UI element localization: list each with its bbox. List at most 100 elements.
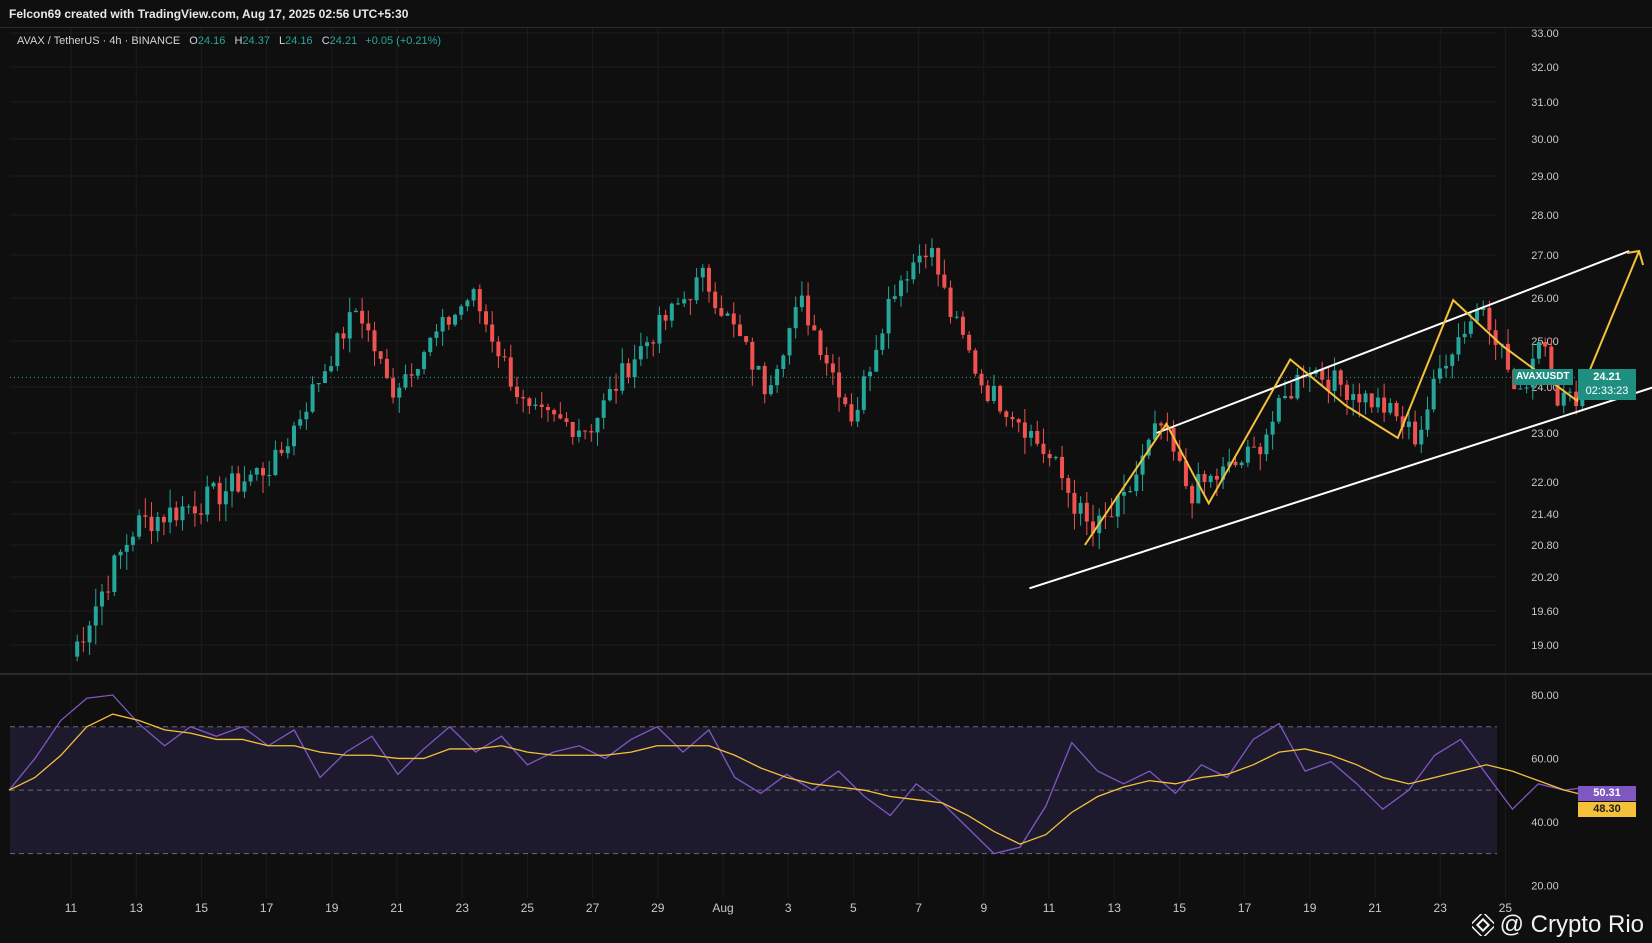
candle bbox=[1289, 382, 1294, 400]
candle bbox=[1245, 439, 1250, 468]
candle bbox=[1450, 352, 1455, 379]
candle-body bbox=[391, 378, 396, 398]
candle bbox=[923, 243, 928, 269]
candle bbox=[1128, 486, 1133, 494]
time-tick-label: Aug bbox=[712, 901, 733, 915]
candle bbox=[806, 282, 811, 336]
candle-body bbox=[911, 262, 916, 280]
rsi-pane: 80.00 60.00 40.00 20.00 bbox=[8, 690, 1591, 892]
candle-body bbox=[713, 291, 718, 309]
time-tick-label: 17 bbox=[1238, 901, 1252, 915]
candle-body bbox=[1363, 393, 1368, 403]
candle bbox=[583, 430, 588, 440]
candle bbox=[787, 327, 792, 365]
open-label: O bbox=[189, 35, 198, 47]
candle bbox=[397, 382, 402, 413]
candle-body bbox=[186, 506, 191, 508]
channel-upper-line bbox=[1156, 250, 1630, 434]
candle-body bbox=[217, 482, 222, 505]
candle-body bbox=[143, 515, 148, 517]
time-tick-label: 7 bbox=[915, 901, 922, 915]
candle bbox=[1344, 380, 1349, 415]
time-tick-label: 23 bbox=[456, 901, 470, 915]
candle bbox=[285, 438, 290, 459]
candle bbox=[998, 384, 1003, 414]
candle bbox=[199, 503, 204, 525]
candle-body bbox=[737, 324, 742, 337]
candle-body bbox=[601, 400, 606, 418]
candle bbox=[973, 347, 978, 377]
candle-body bbox=[409, 374, 414, 376]
candle bbox=[558, 402, 563, 420]
candle bbox=[874, 334, 879, 372]
time-axis: 11 13 15 17 19 21 23 25 27 29 Aug 3 5 7 9 11 13 15 17 19 21 2… bbox=[65, 901, 1513, 915]
candle-body bbox=[1555, 381, 1560, 406]
candle-body bbox=[564, 418, 569, 422]
candle bbox=[744, 335, 749, 345]
candle bbox=[824, 346, 829, 376]
candle bbox=[496, 336, 501, 369]
candle bbox=[428, 337, 433, 357]
candle bbox=[248, 470, 253, 486]
candle-body bbox=[991, 385, 996, 402]
candle bbox=[570, 421, 575, 445]
candle-body bbox=[1406, 421, 1411, 428]
candle-body bbox=[1431, 378, 1436, 410]
candle bbox=[261, 462, 266, 493]
candle-body bbox=[261, 468, 266, 476]
candle bbox=[725, 311, 730, 316]
watermark-text: @ Crypto Rio bbox=[1499, 911, 1644, 938]
candle bbox=[279, 441, 284, 456]
candle-body bbox=[403, 374, 408, 388]
candle bbox=[483, 304, 488, 333]
candle-body bbox=[533, 404, 538, 406]
candle-body bbox=[1351, 394, 1356, 400]
candle bbox=[1022, 408, 1027, 455]
candle-body bbox=[657, 315, 662, 344]
candle bbox=[378, 350, 383, 364]
candle-body bbox=[793, 307, 798, 329]
candle bbox=[347, 297, 352, 353]
candle-body bbox=[137, 515, 142, 537]
candle bbox=[948, 280, 953, 324]
candle-body bbox=[985, 385, 990, 402]
candle bbox=[149, 502, 154, 544]
candle-body bbox=[521, 397, 526, 399]
candle bbox=[892, 284, 897, 303]
candle bbox=[731, 302, 736, 338]
candle-body bbox=[1177, 451, 1182, 461]
candle bbox=[719, 295, 724, 318]
candle bbox=[1041, 428, 1046, 464]
candle-body bbox=[304, 411, 309, 420]
candle-body bbox=[874, 349, 879, 372]
symbol-label[interactable]: AVAX / TetherUS · 4h · BINANCE bbox=[17, 35, 181, 47]
candle-body bbox=[669, 303, 674, 321]
candle-body bbox=[905, 279, 910, 281]
candle-body bbox=[1004, 411, 1009, 417]
candle-body bbox=[1270, 421, 1275, 435]
candle-body bbox=[1010, 416, 1015, 420]
candle bbox=[868, 366, 873, 392]
candle-body bbox=[205, 486, 210, 515]
price-tick-label: 33.00 bbox=[1531, 28, 1559, 40]
candle bbox=[223, 477, 228, 522]
candle-body bbox=[199, 513, 204, 515]
candles bbox=[75, 238, 1591, 662]
candle-body bbox=[898, 280, 903, 297]
candle bbox=[161, 514, 166, 536]
close-value: 24.21 bbox=[329, 35, 358, 47]
candle-body bbox=[762, 365, 767, 395]
candle-body bbox=[1264, 434, 1269, 455]
candle bbox=[137, 509, 142, 540]
candle bbox=[434, 323, 439, 347]
candle-body bbox=[428, 337, 433, 353]
candle-body bbox=[1536, 342, 1541, 359]
candle bbox=[929, 238, 934, 267]
candle-body bbox=[490, 324, 495, 342]
candle-body bbox=[1506, 343, 1511, 370]
rsi-ma-line bbox=[8, 713, 1591, 845]
candle-body bbox=[892, 296, 897, 299]
candle bbox=[1295, 368, 1300, 401]
rsi-tick-label: 20.00 bbox=[1531, 880, 1559, 892]
